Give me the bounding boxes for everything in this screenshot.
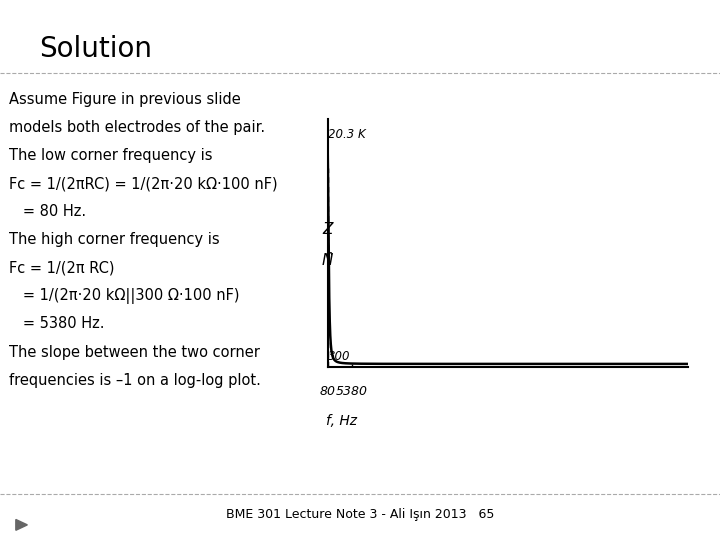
Text: f, Hz: f, Hz [325, 414, 356, 428]
Text: Fc = 1/(2πRC) = 1/(2π·20 kΩ·100 nF): Fc = 1/(2πRC) = 1/(2π·20 kΩ·100 nF) [9, 176, 277, 191]
Text: Assume Figure in previous slide: Assume Figure in previous slide [9, 92, 240, 107]
Text: = 1/(2π·20 kΩ||300 Ω·100 nF): = 1/(2π·20 kΩ||300 Ω·100 nF) [9, 288, 239, 305]
Text: 5380: 5380 [336, 384, 368, 397]
Text: The slope between the two corner: The slope between the two corner [9, 345, 259, 360]
Text: 300: 300 [328, 350, 350, 363]
Text: Fc = 1/(2π RC): Fc = 1/(2π RC) [9, 260, 114, 275]
Text: frequencies is –1 on a log-log plot.: frequencies is –1 on a log-log plot. [9, 373, 261, 388]
Text: N̂: N̂ [322, 253, 333, 268]
Text: = 80 Hz.: = 80 Hz. [9, 204, 86, 219]
Text: = 5380 Hz.: = 5380 Hz. [9, 316, 104, 332]
Text: 80: 80 [320, 384, 336, 397]
Text: 20.3 K: 20.3 K [328, 128, 365, 141]
Text: Z: Z [323, 222, 333, 237]
Text: The high corner frequency is: The high corner frequency is [9, 232, 220, 247]
Text: Solution: Solution [40, 35, 153, 63]
Text: The low corner frequency is: The low corner frequency is [9, 148, 212, 163]
Polygon shape [16, 519, 27, 530]
Text: models both electrodes of the pair.: models both electrodes of the pair. [9, 120, 265, 135]
Text: BME 301 Lecture Note 3 - Ali Işın 2013   65: BME 301 Lecture Note 3 - Ali Işın 2013 6… [226, 508, 494, 521]
